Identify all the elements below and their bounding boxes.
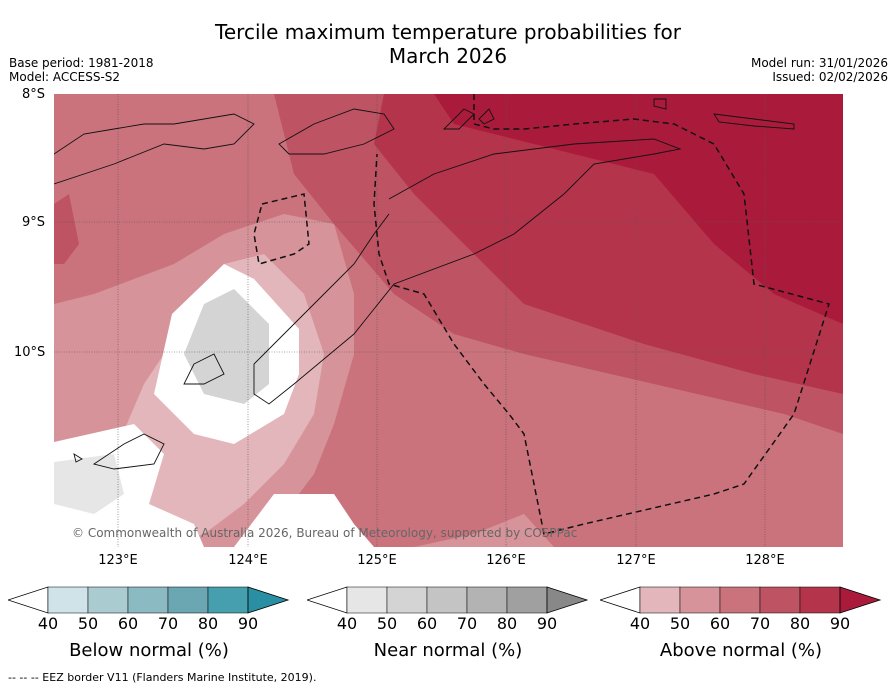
title-line-2: March 2026 (388, 44, 508, 68)
colorbar-above-tick: 70 (749, 614, 771, 633)
zone-near-40-50 (54, 454, 124, 514)
lat-label-9s: 9°S (22, 215, 46, 230)
colorbar-below-segment (47, 586, 89, 614)
colorbar-below-tick: 60 (117, 614, 139, 633)
colorbar-near-tick: 60 (416, 614, 438, 633)
colorbar-above-tick: 90 (829, 614, 851, 633)
colorbar-near-segment (386, 586, 428, 614)
colorbar-near-segment (506, 586, 548, 614)
issued-date: Issued: 02/02/2026 (772, 70, 888, 84)
colorbar-above-extend-low (600, 586, 641, 614)
colorbar-near-segment (346, 586, 388, 614)
zone-above-70-80-west (54, 194, 79, 264)
lon-label-127e: 127°E (616, 553, 656, 568)
colorbar-above (600, 586, 882, 614)
gridlines (54, 94, 843, 547)
base-period: Base period: 1981-2018 (9, 56, 154, 70)
colorbar-near-title: Near normal (%) (373, 640, 523, 661)
colorbar-near-tick: 90 (536, 614, 558, 633)
eez-border (253, 94, 830, 535)
probability-map (54, 94, 843, 547)
model-name: Model: ACCESS-S2 (9, 70, 121, 84)
colorbar-near-segment (466, 586, 508, 614)
colorbar-below-tick: 90 (237, 614, 259, 633)
colorbar-below (8, 586, 290, 614)
colorbar-below-tick: 50 (77, 614, 99, 633)
zone-near-50-60 (184, 289, 269, 404)
colorbar-above-tick: 40 (629, 614, 651, 633)
colorbar-below-title: Below normal (%) (69, 640, 229, 661)
lon-label-126e: 126°E (486, 553, 526, 568)
zone-above-60-70-nw (54, 94, 154, 124)
colorbar-above-tick: 60 (709, 614, 731, 633)
model-run: Model run: 31/01/2026 (750, 56, 888, 70)
colorbar-below-segment (87, 586, 129, 614)
colorbar-above-segment (639, 586, 681, 614)
colorbar-near-tick: 50 (376, 614, 398, 633)
colorbar-above-segment (759, 586, 801, 614)
colorbar-above-tick: 80 (789, 614, 811, 633)
colorbar-above-title: Above normal (%) (659, 640, 823, 661)
colorbar-above-segment (719, 586, 761, 614)
lat-label-10s: 10°S (14, 345, 46, 360)
colorbar-near-tick: 40 (336, 614, 358, 633)
footer-eez-note: -- -- -- EEZ border V11 (Flanders Marine… (8, 671, 317, 684)
chart-title: Tercile maximum temperature probabilitie… (0, 20, 896, 68)
colorbar-near-tick: 80 (496, 614, 518, 633)
colorbar-below-extend-low (8, 586, 49, 614)
lon-label-124e: 124°E (228, 553, 268, 568)
colorbar-below-extend-high (247, 586, 290, 614)
lat-label-8s: 8°S (22, 87, 46, 102)
colorbar-near-segment (426, 586, 468, 614)
colorbar-near-extend-high (546, 586, 589, 614)
colorbar-near-extend-low (307, 586, 348, 614)
coastlines (54, 98, 795, 470)
colorbar-above-segment (799, 586, 841, 614)
colorbar-near (307, 586, 589, 614)
zone-no-dominant-s (234, 494, 374, 547)
title-line-1: Tercile maximum temperature probabilitie… (215, 20, 681, 44)
credit-text: © Commonwealth of Australia 2026, Bureau… (72, 526, 578, 540)
colorbar-below-tick: 70 (157, 614, 179, 633)
lon-label-128e: 128°E (745, 553, 785, 568)
colorbar-below-tick: 80 (197, 614, 219, 633)
colorbar-above-tick: 50 (669, 614, 691, 633)
zone-above-90 (434, 94, 843, 324)
colorbar-below-segment (207, 586, 249, 614)
colorbar-near-tick: 70 (456, 614, 478, 633)
colorbar-below-segment (127, 586, 169, 614)
zone-no-dominant-sw (54, 424, 204, 547)
zone-above-50-60-south (414, 514, 554, 547)
colorbar-below-tick: 40 (37, 614, 59, 633)
colorbar-below-segment (167, 586, 209, 614)
colorbar-above-segment (679, 586, 721, 614)
lon-label-125e: 125°E (357, 553, 397, 568)
lon-label-123e: 123°E (98, 553, 138, 568)
colorbar-above-extend-high (839, 586, 882, 614)
